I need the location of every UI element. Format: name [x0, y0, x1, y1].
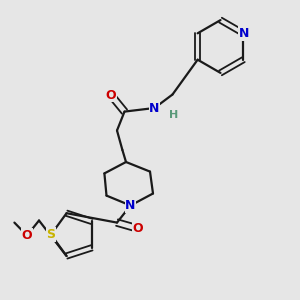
Text: O: O — [133, 222, 143, 235]
Text: N: N — [149, 101, 160, 115]
Text: N: N — [125, 199, 136, 212]
Text: S: S — [46, 228, 56, 241]
Text: O: O — [106, 88, 116, 102]
Text: O: O — [22, 229, 32, 242]
Text: H: H — [169, 110, 178, 120]
Text: N: N — [239, 27, 249, 40]
